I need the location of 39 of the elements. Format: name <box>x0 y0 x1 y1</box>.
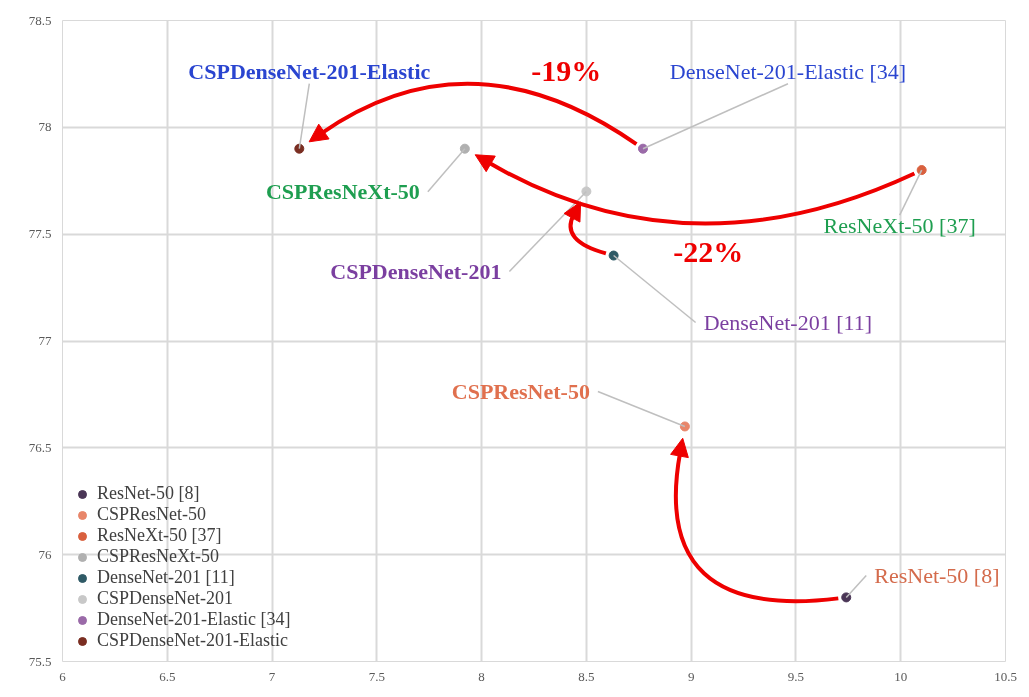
text: ResNeXt-50 [37] <box>823 212 976 238</box>
legend-label: ResNeXt-50 [37] <box>97 525 222 546</box>
legend-label: ResNet-50 [8] <box>97 483 200 504</box>
legend-label: CSPDenseNet-201 <box>97 588 233 609</box>
y-tick-label: 77.5 <box>28 226 52 242</box>
y-tick-label: 75.5 <box>28 653 52 669</box>
legend-label: CSPResNeXt-50 <box>97 546 220 567</box>
point <box>916 165 927 176</box>
legend-label: DenseNet-201 [11] <box>97 567 235 588</box>
annotation: -19% <box>531 54 602 88</box>
y-tick-label: 76 <box>38 546 52 562</box>
text: CSPResNet-50 <box>451 378 590 404</box>
x-tick-label: 6.5 <box>159 668 176 684</box>
x-tick-label: 9 <box>687 668 695 684</box>
legend-label: DenseNet-201-Elastic [34] <box>97 609 291 630</box>
x-tick-label: 6 <box>59 668 67 684</box>
point <box>608 250 619 261</box>
text: DenseNet-201-Elastic [34] <box>669 59 907 85</box>
text: CSPResNeXt-50 <box>265 179 420 205</box>
annotation: -22% <box>673 234 744 268</box>
text: ResNet-50 [8] <box>874 562 1000 588</box>
x-tick-label: 7.5 <box>368 668 385 684</box>
text: DenseNet-201 [11] <box>703 310 873 336</box>
x-tick-label: 8.5 <box>578 668 595 684</box>
text: CSPDenseNet-201 <box>330 258 502 284</box>
point <box>637 143 648 154</box>
y-tick-label: 77 <box>38 333 52 348</box>
x-tick-label: 9.5 <box>787 668 805 684</box>
legend-label: CSPDenseNet-201-Elastic <box>97 630 288 651</box>
y-tick-label: 78.5 <box>28 12 52 28</box>
x-tick-label: 7 <box>268 668 276 684</box>
y-tick-label: 78 <box>38 119 52 135</box>
text: CSPDenseNet-201-Elastic <box>188 59 431 85</box>
x-tick-label: 10 <box>894 668 908 684</box>
point <box>581 186 592 197</box>
x-tick-label: 10.5 <box>994 668 1017 684</box>
x-tick-label: 8 <box>478 668 485 684</box>
y-tick-label: 76.5 <box>28 439 52 455</box>
legend-label: CSPResNet-50 <box>97 504 207 525</box>
